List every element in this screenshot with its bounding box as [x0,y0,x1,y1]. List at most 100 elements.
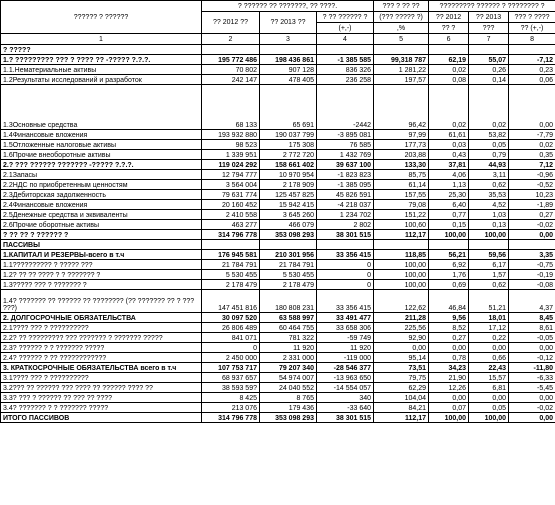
row-value-col3: 3 645 260 [259,209,317,220]
table-row: 1.КАПИТАЛ И РЕЗЕРВЫ-всего в т.ч 176 945 5… [0,249,555,260]
row-value-col7: 0,62 [468,279,510,290]
row-value-col5: 92,90 [373,332,430,343]
header-c4-line1: ? ?? ?????? ? [315,11,375,23]
row-value-col5: 79,08 [373,199,430,210]
row-value-col7: 1,03 [468,209,510,220]
row-value-col8: 8,61 [508,322,555,333]
row-label: 1.2? ?? ?? ???? ? ? ??????? ? [0,269,202,280]
row-value-col8: 7,12 [508,159,555,170]
row-value-col6: 0,00 [428,342,470,353]
table-row: 3. КРАТКОСРОЧНЫЕ ОБЯЗАТЕЛЬСТВА всего в т… [0,362,555,373]
row-label: 1.2Результаты исследований и разработок [0,74,202,85]
row-value-col5: 97,99 [373,129,430,140]
row-label: 2.4? ?????? ? ?? ???????????? [0,352,202,363]
header-row-sub1: ?? 2012 ?? ?? 2013 ?? ? ?? ?????? ? (???… [1,11,555,34]
row-value-col6: 25,30 [428,189,470,200]
row-value-col4: 33 356 415 [315,289,375,313]
row-value-col6: 4,06 [428,169,470,180]
colnum-8: 8 [508,33,555,45]
row-label: ИТОГО ПАССИВОВ [0,412,202,423]
row-value-col2: 2 450 000 [201,352,260,363]
row-value-col5: 104,04 [373,392,430,403]
row-value-col2 [201,239,260,250]
table-row: 1.6Прочие внеоборотные активы 1 339 951 2 … [0,149,555,160]
row-label: 2.6Прочие оборотные активы [0,219,202,230]
header-row-groups: ?????? ? ?????? ? ?????? ?? ???????, ?? … [0,0,555,34]
row-value-col8: -0,12 [508,352,555,363]
row-label: 1.1.Нематериальные активы [0,64,202,75]
row-value-col7: 0,00 [468,342,510,353]
table-row: 3.1???? ??? ? ?????????? 68 937 657 54 974… [0,372,555,383]
row-value-col6: 1,76 [428,269,470,280]
row-value-col2: 195 772 486 [201,54,260,65]
row-value-col8: 0,00 [508,392,555,403]
header-group2-title: ??? ? ?? ?? [373,0,430,12]
row-value-col5: 177,73 [373,139,430,150]
column-number-row: 1 2 3 4 5 6 7 8 [0,33,555,45]
row-value-col7: 0,26 [468,64,510,75]
row-label: 3.2??? ?? ?????? ??? ???? ?? ?????? ????… [0,382,202,393]
row-value-col8: -7,79 [508,129,555,140]
row-value-col7: 0,79 [468,149,510,160]
row-label: 2.1???? ??? ? ?????????? [0,322,202,333]
table-row: 2.5Денежные средства и эквиваленты 2 410 … [0,209,555,220]
row-value-col7: 100,00 [468,412,510,423]
row-label: 1.6Прочие внеоборотные активы [0,149,202,160]
header-c6-line1: ?? 2012 [428,11,470,23]
row-value-col5: 100,00 [373,279,430,290]
row-value-col6: 21,90 [428,372,470,383]
header-c3: ?? 2013 ?? [259,11,317,34]
row-value-col2: 20 160 452 [201,199,260,210]
row-value-col6 [428,44,470,55]
row-value-col5: 151,22 [373,209,430,220]
row-value-col7: 18,01 [468,312,510,323]
row-value-col8: -1,89 [508,199,555,210]
row-label: ? ????? [0,44,202,55]
row-value-col5: 112,17 [373,412,430,423]
row-value-col3: 63 588 997 [259,312,317,323]
row-value-col4: 340 [315,392,375,403]
row-value-col3: 79 207 340 [259,362,317,373]
row-value-col7: 0,05 [468,139,510,150]
row-label: 1.5Отложенные налоговые активы [0,139,202,150]
row-value-col6: 0,00 [428,392,470,403]
row-value-col6: 1,13 [428,179,470,190]
row-value-col2: 176 945 581 [201,249,260,260]
row-value-col2: 8 425 [201,392,260,403]
colnum-3: 3 [259,33,317,45]
row-label: 1.3????? ??? ? ??????? ? [0,279,202,290]
header-col1-title: ?????? ? ?????? [0,0,202,34]
row-value-col4: -33 640 [315,402,375,413]
row-value-col7: 1,57 [468,269,510,280]
row-value-col7: 53,82 [468,129,510,140]
header-c5-line2: ,% [373,22,430,34]
row-value-col4: -1 385 585 [315,54,375,65]
row-value-col2: 98 523 [201,139,260,150]
row-value-col3: 175 308 [259,139,317,150]
colnum-4: 4 [315,33,375,45]
row-value-col2: 70 802 [201,64,260,75]
table-row: 1.4Финансовые вложения 193 932 880 190 037… [0,129,555,140]
row-value-col4: 33 491 477 [315,312,375,323]
row-value-col5: 211,28 [373,312,430,323]
row-value-col3: 2 772 720 [259,149,317,160]
row-value-col6: 0,02 [428,64,470,75]
row-label: 1.4? ??????? ?? ?????? ?? ???????? (?? ?… [0,289,202,313]
row-value-col3: 54 974 007 [259,372,317,383]
row-value-col8: 0,00 [508,342,555,353]
row-value-col7: 35,53 [468,189,510,200]
row-value-col5: 0,00 [373,342,430,353]
row-value-col5 [373,44,430,55]
row-value-col3 [259,239,317,250]
row-value-col5: 99,318 787 [373,54,430,65]
row-value-col2: 119 024 292 [201,159,260,170]
table-row: ПАССИВЫ [0,239,555,250]
row-value-col6: 9,56 [428,312,470,323]
row-value-col2: 21 784 791 [201,259,260,270]
table-row: 2.4Финансовые вложения 20 160 452 15 942 4… [0,199,555,210]
row-label: 3.4? ??????? ? ? ??????? ????? [0,402,202,413]
table-row: 3.4? ??????? ? ? ??????? ????? 213 076 179… [0,402,555,413]
row-value-col5: 122,62 [373,289,430,313]
row-value-col8: -0,96 [508,169,555,180]
row-value-col8: 4,37 [508,289,555,313]
